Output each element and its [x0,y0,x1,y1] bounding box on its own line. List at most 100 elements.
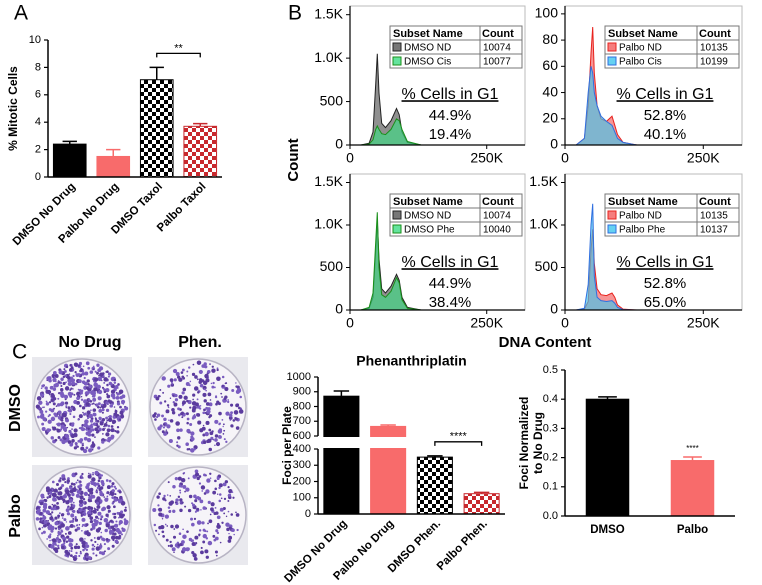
colony [220,392,223,395]
colony [197,391,200,394]
colony [223,497,227,501]
colony [84,371,89,376]
colony [64,386,70,391]
colony [179,508,183,513]
colony [174,477,179,481]
colony [182,534,187,539]
colony [103,543,106,546]
colony [62,498,66,502]
stat-value: 19.4% [429,126,472,143]
colony [124,506,127,509]
colony [95,546,101,551]
colony [209,431,214,436]
colony [99,486,104,490]
colony [88,472,90,475]
colony [223,438,226,441]
stat-value: 65.0% [644,294,687,311]
colony [61,517,64,519]
colony [188,537,193,542]
colony [191,539,194,542]
colony [90,409,92,412]
colony [215,511,219,515]
colony [116,402,121,406]
colony [61,545,65,550]
colony [205,555,209,559]
colony [202,411,206,415]
colony [118,519,123,525]
colony [108,440,111,443]
colony [202,424,205,427]
x-tick-label: DMSO [590,524,625,536]
colony [73,362,78,367]
x-tick-label: 0 [346,315,354,331]
colony [159,401,163,405]
colony [105,537,109,541]
colony [78,393,81,396]
colony [202,528,206,532]
colony [77,485,81,489]
colony [42,515,47,520]
colony [96,371,99,375]
colony [216,515,221,520]
colony [180,411,184,415]
stat-label: % Cells in G1 [617,254,714,271]
colony [76,524,79,527]
colony [111,489,115,493]
colony [39,511,43,516]
colony [92,408,97,412]
colony [167,544,170,547]
colony [202,385,207,390]
colony [59,429,62,432]
colony [81,540,86,545]
colony [92,471,94,474]
y-axis-label: Foci per Plate [280,406,294,485]
colony [81,514,83,516]
colony [51,480,55,484]
colony [108,529,114,535]
colony [169,494,172,497]
colony [175,421,180,426]
colony [105,432,110,437]
colony [89,508,92,512]
colony [80,446,85,451]
colony [82,548,85,552]
colony [58,370,63,375]
colony [78,481,81,484]
colony [79,552,82,555]
colony [45,432,49,435]
colony [92,509,97,514]
x-tick-label: 0 [346,150,354,166]
colony [79,495,84,500]
y-tick-label: 200 [293,475,311,487]
colony [169,544,173,548]
colony [229,413,233,418]
colony [110,428,115,433]
colony [176,428,180,433]
colony [181,416,184,419]
legend-header: Subset Name [608,196,678,208]
colony [70,513,75,518]
colony [116,426,120,429]
colony [53,547,58,552]
y-tick-label: 100 [293,492,311,504]
colony [189,380,192,383]
colony [185,412,189,416]
colony [238,406,241,410]
colony [111,502,115,505]
colony [95,403,99,407]
colony [216,476,220,480]
colony [106,383,109,386]
colony [60,523,65,528]
stat-label: % Cells in G1 [402,86,499,103]
colony [64,374,68,378]
colony [85,544,90,548]
legend-swatch [607,224,617,234]
stat-value: 52.8% [644,275,687,292]
colony [54,373,59,378]
colony [50,398,54,402]
colony [82,427,86,431]
legend-swatch [392,56,402,66]
colony [105,416,109,420]
y-tick-label: 0.0 [543,510,558,522]
colony [191,502,194,505]
